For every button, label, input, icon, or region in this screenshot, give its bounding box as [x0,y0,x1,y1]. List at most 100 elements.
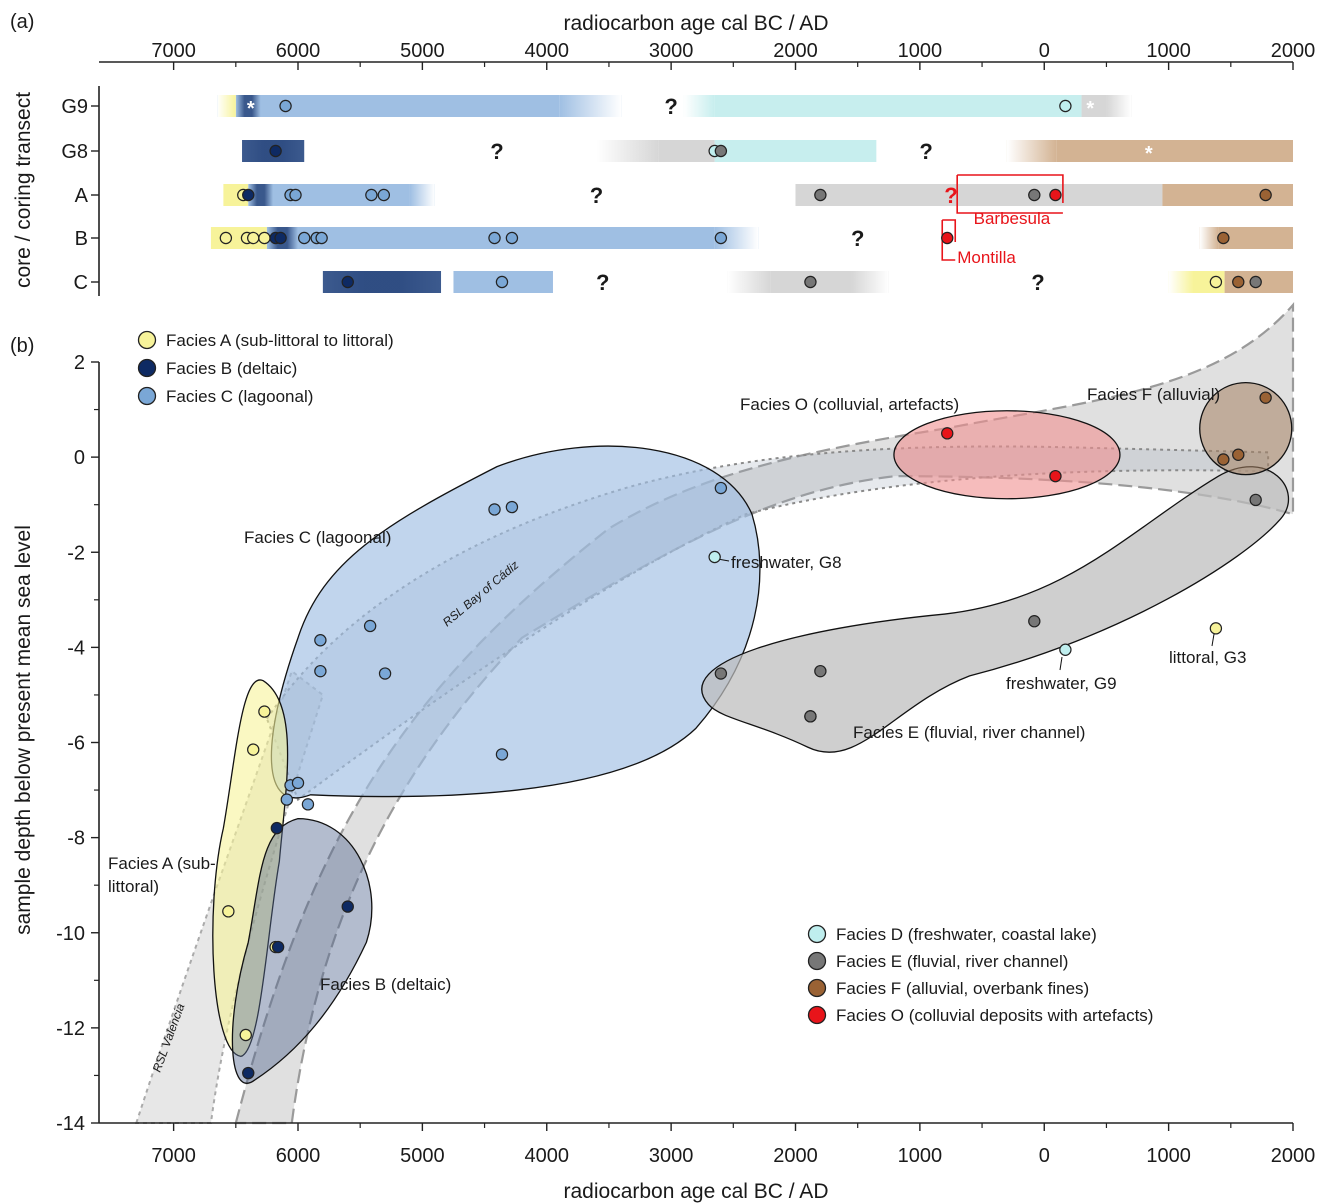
question-mark: ? [596,270,609,295]
scatter-point-facies-E [1249,493,1262,507]
bar-fade [559,95,622,117]
row-label-G9: G9 [61,96,88,118]
x-tick-label: 1000 [1146,1145,1191,1167]
scatter-point-facies-C [314,664,327,678]
top-x-tick-label: 1000 [1146,40,1191,62]
x-tick-label: 4000 [525,1145,570,1167]
timeline-point-C-facies-B [341,275,354,289]
timeline-point-G8-facies-E [714,144,728,158]
legend-marker-D [807,924,827,944]
bar-fade [683,95,715,117]
timeline-point-G9-facies-D [1059,99,1072,113]
timeline-point-B-facies-C [298,231,311,245]
scatter-point-facies-F [1232,448,1245,461]
timeline-point-C-facies-C [495,275,509,289]
site-label-montilla: Montilla [957,248,1016,267]
scatter-point-facies-E [804,710,817,723]
x-tick-label: 2000 [1271,1145,1316,1167]
deltaic-shade [235,95,261,117]
question-mark: ? [490,139,503,164]
timeline-point-B-facies-A [258,231,271,245]
top-x-tick-label: 5000 [400,40,445,62]
scatter-point-facies-E [1028,615,1041,628]
scatter-point-facies-D [1059,643,1072,656]
timeline-point-B-facies-A [247,231,260,245]
label-freshwater-g8: freshwater, G8 [731,553,842,572]
top-x-tick-label: 0 [1039,40,1050,62]
legend-marker-A [137,330,157,350]
scatter-point-facies-O [941,427,954,440]
scatter-point-facies-C [363,619,377,633]
label-facies-o: Facies O (colluvial, artefacts) [740,395,959,414]
scatter-point-facies-E [814,664,827,678]
timeline-point-A-facies-F [1259,188,1272,202]
timeline-point-A-facies-E [1028,188,1041,202]
panel-b-ylabel: sample depth below present mean sea leve… [12,525,35,935]
legend-marker-F [807,978,827,998]
timeline-point-A-facies-E [814,188,827,202]
y-tick-label: -10 [56,923,85,945]
scatter-point-facies-C [314,634,327,647]
scatter-point-facies-O [1049,469,1062,483]
facies-e-region [701,466,1290,753]
scatter-point-facies-E [714,667,728,680]
bottom-axis-title: radiocarbon age cal BC / AD [564,1180,829,1203]
timeline-point-B-facies-C [505,231,519,245]
legend-marker-C [137,386,157,406]
timeline-point-C-facies-F [1232,275,1245,289]
scatter-point-facies-F [1259,391,1272,404]
x-tick-label: 0 [1039,1145,1050,1167]
label-facies-b: Facies B (deltaic) [320,975,451,994]
leader-g9 [1059,656,1063,671]
scatter-point-facies-C [301,798,315,811]
top-x-tick-label: 2000 [1271,40,1316,62]
panel-a-timeline: 7000 6000 5000 4000 3000 2000 1000 0 1000 2000 G9 G… [61,40,1315,296]
x-tick-label: 1000 [898,1145,943,1167]
y-tick-label: -4 [67,637,85,659]
leader-g3 [1211,633,1215,647]
label-facies-a-line2: littoral) [108,877,159,896]
timeline-point-G9-facies-C [279,99,292,113]
scatter-point-facies-C [714,481,728,495]
top-x-tick-label: 1000 [898,40,943,62]
question-mark: ? [664,94,677,119]
scatter-point-facies-C [505,500,519,514]
montilla-bracket [942,219,957,242]
bar-fade [714,227,759,249]
scatter-point-facies-A [258,705,271,718]
legend-marker-E [807,951,827,971]
timeline-point-A-facies-C [377,188,391,202]
timeline-bar-A-facies-C [248,184,435,206]
bar-fade [1168,271,1194,293]
timeline-point-B-facies-C [488,231,501,245]
scatter-point-facies-C [280,793,294,806]
bar-fade [851,271,889,293]
scatter-point-facies-C [378,667,392,680]
legend-label-O: Facies O (colluvial deposits with artefa… [836,1006,1153,1025]
scatter-point-facies-F [1217,453,1230,466]
bar-fade [217,95,236,117]
scatter-point-facies-B [270,821,284,835]
y-tick-label: -8 [67,828,85,850]
timeline-point-A-facies-C [365,188,378,202]
bar-fade [409,184,435,206]
timeline-point-B-facies-C [714,231,728,245]
y-tick-label: -14 [56,1113,85,1135]
question-mark: ? [851,226,864,251]
row-label-B: B [75,228,88,250]
facies-b-region [231,817,373,1084]
top-x-tick-label: 6000 [276,40,321,62]
deltaic-shade [322,271,442,293]
scatter-point-facies-B [271,940,285,954]
timeline-bar-G9-facies-C [217,95,622,117]
question-mark: ? [590,183,603,208]
timeline-point-B-facies-C [315,231,328,245]
row-label-C: C [74,272,88,294]
timeline-point-C-facies-A [1209,275,1223,289]
label-facies-c: Facies C (lagoonal) [244,528,391,547]
y-tick-label: -12 [56,1018,85,1040]
timeline-point-A-facies-B [242,188,255,202]
scatter-point-facies-C [291,776,305,790]
timeline-point-G8-facies-B [269,144,282,158]
